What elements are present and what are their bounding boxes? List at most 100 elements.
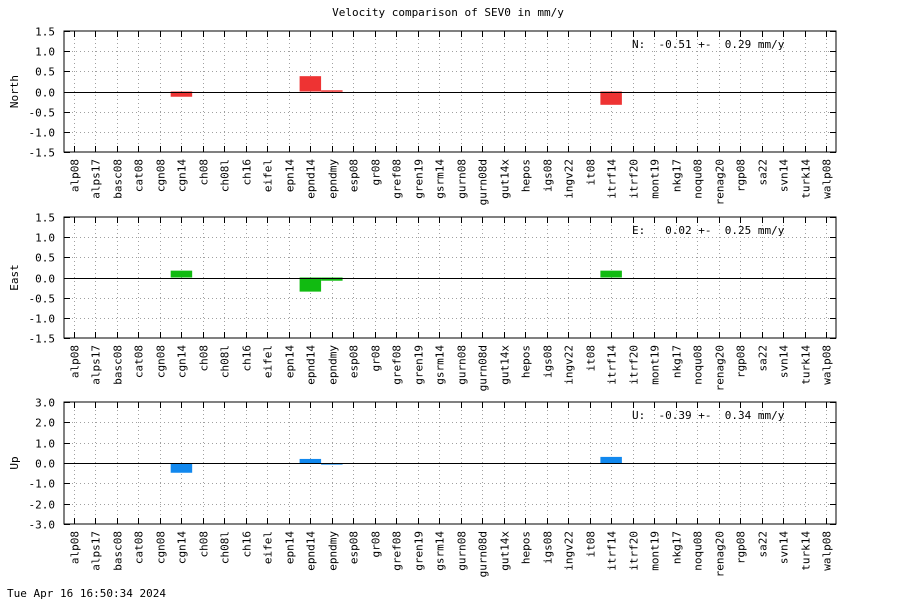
bar-epnd14: [299, 458, 322, 463]
bar-epnd14: [299, 277, 322, 292]
x-tick-label: gr08: [370, 345, 383, 372]
x-tick-label: sa22: [757, 159, 770, 186]
x-tick-label: epn14: [284, 345, 297, 378]
x-tick-label: ch08: [198, 159, 211, 186]
x-tick-label: ch08: [198, 531, 211, 558]
x-tick-label: ingv22: [563, 159, 576, 199]
x-tick-label: sa22: [757, 531, 770, 558]
stats-annotation: E: 0.02 +- 0.25 mm/y: [632, 224, 785, 237]
x-tick-label: esp08: [348, 345, 361, 378]
y-axis-label: North: [8, 75, 21, 108]
x-tick-label: ch16: [241, 345, 254, 372]
x-tick-label: nkg17: [671, 531, 684, 564]
x-tick-label: cgn08: [155, 531, 168, 564]
x-tick-label: mont19: [649, 159, 662, 199]
x-tick-label: itrf20: [628, 531, 641, 571]
y-tick-label: 0.0: [35, 273, 55, 286]
x-tick-label: cgn08: [155, 345, 168, 378]
x-tick-label: rgp08: [735, 159, 748, 192]
x-tick-label: esp08: [348, 159, 361, 192]
y-tick-label: -0.5: [29, 107, 56, 120]
x-tick-label: ingv22: [563, 345, 576, 385]
y-tick-label: -3.0: [29, 519, 56, 532]
bar-itrf14: [600, 456, 622, 463]
x-tick-label: gurn08d: [477, 159, 490, 205]
x-tick-label: rgp08: [735, 345, 748, 378]
x-tick-label: gsrm14: [434, 345, 447, 385]
x-tick-label: itrf14: [606, 159, 619, 199]
x-tick-label: svn14: [778, 159, 791, 192]
x-tick-label: it08: [585, 159, 598, 186]
y-tick-label: 2.0: [35, 417, 55, 430]
x-tick-label: gren19: [413, 159, 426, 199]
x-tick-label: basc08: [112, 531, 125, 571]
bar-cgn14: [170, 270, 193, 278]
x-tick-label: ch08: [198, 345, 211, 372]
x-tick-label: noqu08: [692, 531, 705, 571]
x-tick-label: nkg17: [671, 345, 684, 378]
x-tick-label: eifel: [262, 159, 275, 192]
x-tick-label: cgn08: [155, 159, 168, 192]
x-tick-label: alps17: [90, 531, 103, 571]
x-tick-label: rgp08: [735, 531, 748, 564]
bar-epndmy: [321, 277, 343, 281]
x-tick-label: alp08: [69, 159, 82, 192]
x-tick-label: gut14x: [499, 531, 512, 571]
x-tick-label: svn14: [778, 345, 791, 378]
y-tick-label: 3.0: [35, 397, 55, 410]
x-tick-label: igs08: [542, 159, 555, 192]
bar-itrf14: [600, 270, 622, 278]
x-tick-label: noqu08: [692, 159, 705, 199]
x-tick-label: alps17: [90, 345, 103, 385]
x-tick-label: walp08: [821, 345, 834, 385]
x-tick-label: gr08: [370, 531, 383, 558]
x-tick-label: hepos: [520, 159, 533, 192]
y-tick-label: 0.5: [35, 66, 55, 79]
bar-epnd14: [299, 76, 322, 92]
bar-cgn14: [170, 463, 193, 473]
x-tick-label: epn14: [284, 159, 297, 192]
y-tick-label: -1.0: [29, 127, 56, 140]
y-tick-label: -1.0: [29, 478, 56, 491]
x-tick-label: eifel: [262, 531, 275, 564]
bar-epndmy: [321, 90, 343, 92]
x-tick-label: renag20: [714, 531, 727, 577]
y-tick-label: -1.0: [29, 313, 56, 326]
x-tick-label: cgn14: [176, 531, 189, 564]
x-tick-label: it08: [585, 345, 598, 372]
x-tick-label: itrf20: [628, 159, 641, 199]
stats-annotation: N: -0.51 +- 0.29 mm/y: [632, 38, 785, 51]
x-tick-label: alps17: [90, 159, 103, 199]
x-tick-label: it08: [585, 531, 598, 558]
x-tick-label: itrf14: [606, 345, 619, 385]
x-tick-label: epndmy: [327, 531, 340, 571]
x-tick-label: svn14: [778, 531, 791, 564]
x-tick-label: ch08l: [219, 531, 232, 564]
y-tick-label: 0.0: [35, 458, 55, 471]
x-tick-label: alp08: [69, 531, 82, 564]
y-tick-label: 1.5: [35, 212, 55, 225]
x-tick-label: epnd14: [305, 531, 318, 571]
y-tick-label: 0.0: [35, 87, 55, 100]
x-tick-label: cgn14: [176, 159, 189, 192]
x-tick-label: gref08: [391, 159, 404, 199]
x-tick-label: gurn08: [456, 159, 469, 199]
y-axis-label: East: [8, 264, 21, 291]
y-tick-label: -0.5: [29, 293, 56, 306]
x-tick-label: noqu08: [692, 345, 705, 385]
x-tick-label: gref08: [391, 345, 404, 385]
x-tick-label: basc08: [112, 345, 125, 385]
x-tick-label: walp08: [821, 159, 834, 199]
x-tick-label: eifel: [262, 345, 275, 378]
panel-east: -1.5 -1.0 -0.5 0.0 0.5 1.0 1.5 alp08 alps17 basc0…: [8, 212, 837, 391]
x-tick-label: epnd14: [305, 159, 318, 199]
chart-panels: -1.5 -1.0 -0.5 0.0 0.5 1.0 1.5 alp08 alps17 basc0…: [8, 26, 837, 577]
x-tick-label: epnd14: [305, 345, 318, 385]
x-tick-label: gurn08d: [477, 345, 490, 391]
x-tick-label: gr08: [370, 159, 383, 186]
y-tick-label: -2.0: [29, 499, 56, 512]
x-tick-label: itrf14: [606, 531, 619, 571]
x-tick-label: gurn08: [456, 531, 469, 571]
